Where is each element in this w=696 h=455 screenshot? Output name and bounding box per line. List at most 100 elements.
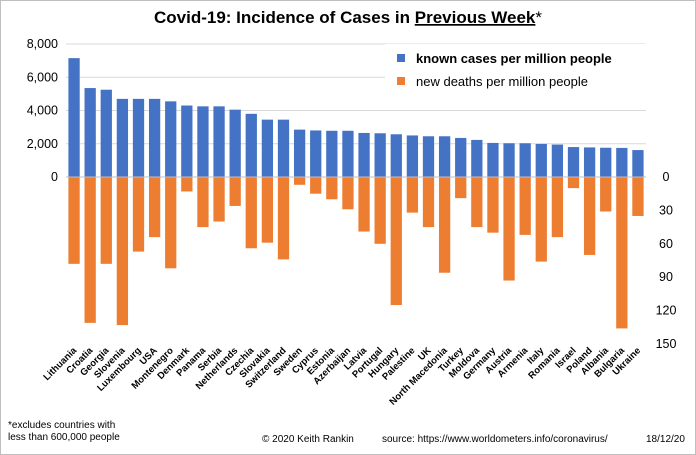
- bar-cases: [148, 98, 161, 177]
- right-tick-label: 150: [656, 337, 677, 351]
- bar-cases: [390, 134, 402, 177]
- bar-deaths: [471, 177, 483, 228]
- bar-cases: [632, 150, 644, 177]
- title-main: Covid-19: Incidence of Cases in: [154, 8, 415, 27]
- bar-deaths: [165, 177, 177, 269]
- bar-cases: [374, 133, 386, 177]
- bar-cases: [116, 98, 129, 177]
- bar-cases: [358, 132, 370, 177]
- bar-deaths: [487, 177, 499, 233]
- bar-deaths: [358, 177, 370, 232]
- bar-deaths: [197, 177, 209, 228]
- bar-deaths: [519, 177, 531, 235]
- legend-label-deaths: new deaths per million people: [416, 74, 588, 89]
- bar-cases: [277, 119, 290, 177]
- bar-cases: [438, 136, 451, 177]
- left-tick-label: 4,000: [27, 104, 58, 118]
- footnote: *excludes countries with less than 600,0…: [8, 420, 120, 444]
- left-axis: 8,000 6,000 4,000 2,000 0: [27, 37, 58, 184]
- bar-cases: [229, 109, 241, 177]
- left-tick-label: 6,000: [27, 70, 58, 84]
- legend: known cases per million people new death…: [385, 44, 648, 97]
- credit: © 2020 Keith Rankin: [262, 434, 354, 445]
- bar-deaths: [293, 177, 306, 185]
- bar-deaths: [245, 177, 257, 249]
- bar-cases: [84, 88, 96, 177]
- bar-cases: [213, 106, 225, 177]
- bar-cases: [181, 105, 193, 177]
- bar-cases: [583, 147, 596, 177]
- left-tick-label: 2,000: [27, 137, 58, 151]
- right-tick-label: 30: [659, 203, 673, 217]
- bar-cases: [455, 137, 467, 177]
- footnote-line-2: less than 600,000 people: [8, 432, 120, 443]
- bar-cases: [132, 98, 145, 177]
- bar-deaths: [261, 177, 274, 243]
- bar-deaths: [632, 177, 644, 216]
- bar-deaths: [406, 177, 419, 213]
- bar-deaths: [84, 177, 96, 323]
- bar-deaths: [68, 177, 80, 264]
- footnote-line-1: *excludes countries with: [8, 420, 116, 431]
- title-star: *: [535, 8, 542, 27]
- bar-cases: [406, 135, 419, 177]
- legend-label-cases: known cases per million people: [416, 51, 612, 66]
- bar-cases: [165, 101, 177, 177]
- bar-deaths: [374, 177, 386, 244]
- bar-deaths: [116, 177, 129, 326]
- bar-cases: [342, 130, 354, 177]
- bar-deaths: [503, 177, 515, 281]
- bar-cases: [535, 143, 547, 177]
- bar-cases: [197, 106, 209, 177]
- legend-box: [385, 44, 648, 97]
- bar-cases: [551, 144, 564, 177]
- bar-deaths: [229, 177, 241, 206]
- bar-cases: [293, 129, 306, 177]
- bar-cases: [471, 139, 483, 177]
- bar-cases: [68, 58, 80, 177]
- bar-cases: [519, 143, 531, 177]
- bar-deaths: [310, 177, 322, 194]
- bar-cases: [326, 130, 338, 177]
- right-tick-label: 60: [659, 237, 673, 251]
- bar-deaths: [277, 177, 290, 260]
- right-tick-label: 90: [659, 270, 673, 284]
- bar-deaths: [567, 177, 580, 189]
- left-tick-label: 0: [51, 170, 58, 184]
- left-tick-label: 8,000: [27, 37, 58, 51]
- bar-deaths: [181, 177, 193, 192]
- right-tick-label: 120: [656, 304, 677, 318]
- bar-cases: [310, 130, 322, 177]
- bar-cases: [261, 119, 274, 177]
- bar-deaths: [100, 177, 112, 264]
- bar-cases: [100, 89, 112, 177]
- bar-deaths: [148, 177, 161, 238]
- bar-deaths: [551, 177, 564, 238]
- bar-cases: [600, 147, 612, 177]
- bar-cases: [245, 113, 257, 177]
- bar-deaths: [342, 177, 354, 210]
- bar-deaths: [213, 177, 225, 222]
- bar-cases: [567, 147, 580, 177]
- bar-deaths: [535, 177, 547, 262]
- bar-deaths: [422, 177, 435, 228]
- bar-deaths: [390, 177, 402, 306]
- bar-deaths: [455, 177, 467, 199]
- bar-deaths: [438, 177, 451, 273]
- right-axis: 0 30 60 90 120 150: [656, 170, 677, 351]
- bar-cases: [487, 142, 499, 177]
- right-tick-label: 0: [663, 170, 670, 184]
- chart-title: Covid-19: Incidence of Cases in Previous…: [154, 8, 542, 27]
- date: 18/12/20: [646, 434, 685, 445]
- source: source: https://www.worldometers.info/co…: [382, 434, 608, 445]
- bar-cases: [422, 136, 435, 177]
- bar-deaths: [326, 177, 338, 200]
- bar-deaths: [583, 177, 596, 255]
- title-emphasis: Previous Week: [415, 8, 536, 27]
- bar-deaths: [600, 177, 612, 212]
- bar-deaths: [132, 177, 145, 252]
- bar-cases: [503, 143, 515, 177]
- bar-deaths: [616, 177, 628, 329]
- bar-cases: [616, 147, 628, 177]
- legend-swatch-cases: [397, 54, 405, 62]
